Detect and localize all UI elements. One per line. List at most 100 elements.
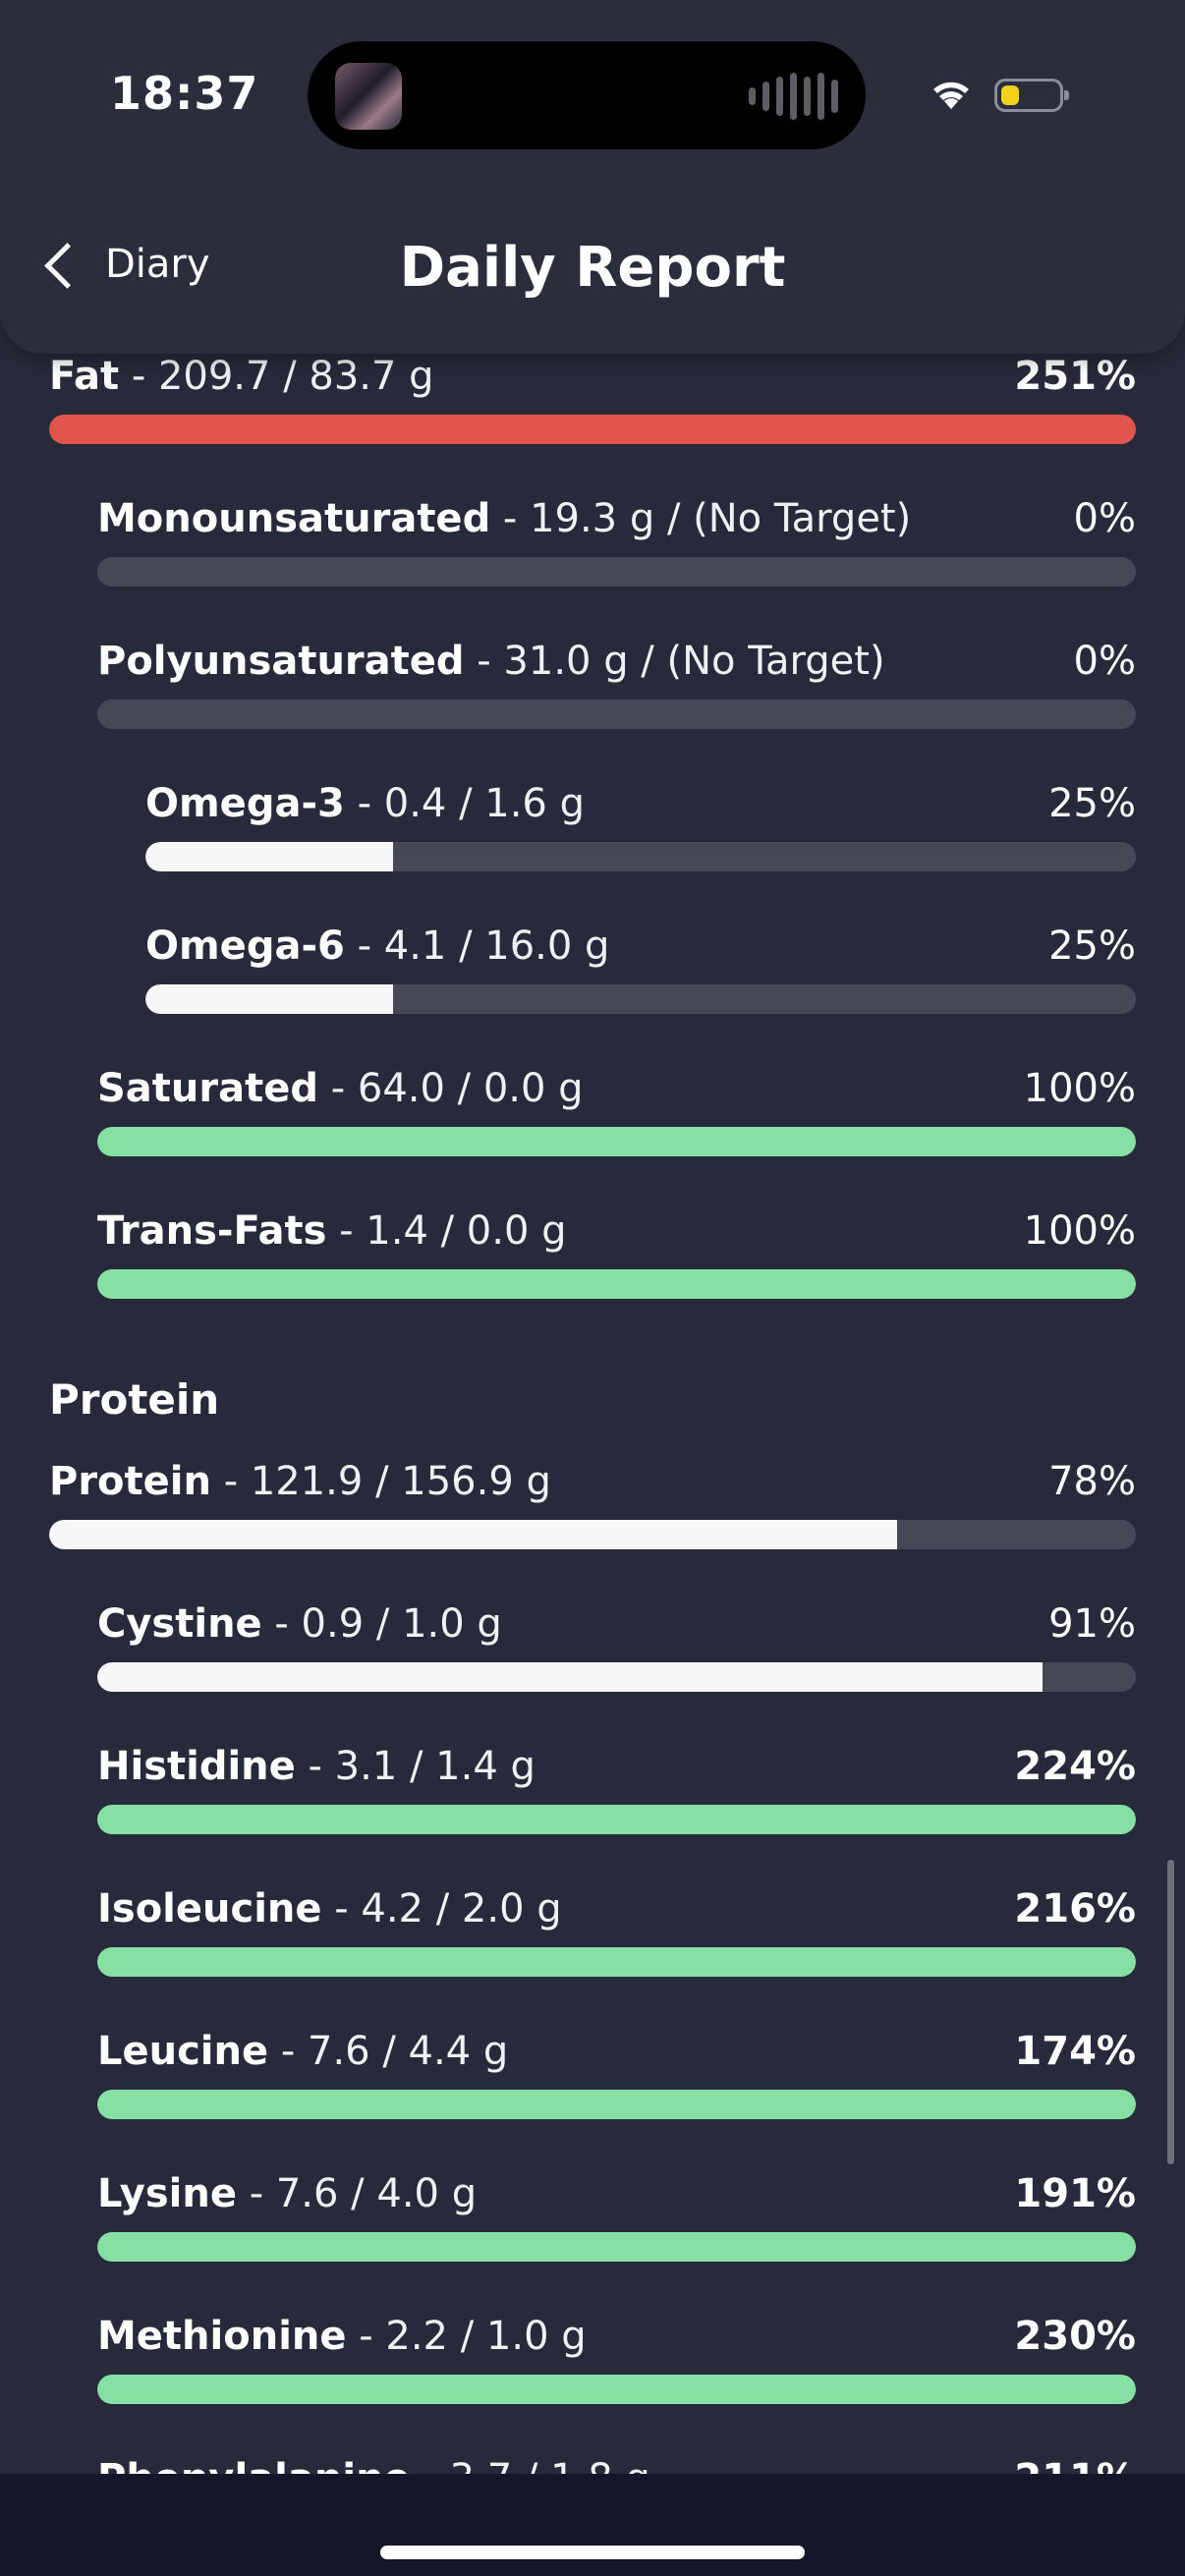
nutrient-row-isoleucine[interactable]: Isoleucine - 4.2 / 2.0 g 216% bbox=[97, 1886, 1136, 1977]
progress-fill bbox=[145, 984, 393, 1014]
progress-fill bbox=[97, 1662, 1043, 1692]
nutrient-detail: - 64.0 / 0.0 g bbox=[330, 1066, 584, 1111]
progress-fill bbox=[97, 1127, 1136, 1156]
vertical-scrollbar[interactable] bbox=[1167, 1860, 1174, 2164]
status-bar: 18:37 bbox=[0, 0, 1185, 187]
progress-track bbox=[49, 415, 1136, 444]
nutrient-detail: - 4.2 / 2.0 g bbox=[334, 1886, 562, 1932]
nutrient-row-cystine[interactable]: Cystine - 0.9 / 1.0 g 91% bbox=[97, 1601, 1136, 1692]
nutrient-detail: - 7.6 / 4.0 g bbox=[249, 2171, 478, 2216]
nutrient-percent: 191% bbox=[1014, 2171, 1136, 2216]
nutrient-row-polyunsaturated[interactable]: Polyunsaturated - 31.0 g / (No Target) 0… bbox=[97, 639, 1136, 729]
dynamic-island bbox=[308, 41, 866, 149]
nutrient-detail: - 4.1 / 16.0 g bbox=[357, 924, 610, 969]
nutrient-detail: - 121.9 / 156.9 g bbox=[223, 1459, 551, 1504]
progress-fill bbox=[97, 1805, 1136, 1834]
nutrient-name: Histidine bbox=[97, 1744, 296, 1789]
nutrient-percent: 100% bbox=[1023, 1066, 1136, 1111]
nutrient-percent: 251% bbox=[1014, 354, 1136, 399]
nutrient-row-omega-6[interactable]: Omega-6 - 4.1 / 16.0 g 25% bbox=[145, 924, 1136, 1014]
nutrient-percent: 25% bbox=[1048, 924, 1136, 969]
progress-track bbox=[97, 2090, 1136, 2119]
nutrient-name: Monounsaturated bbox=[97, 496, 491, 541]
nutrient-detail: - 0.9 / 1.0 g bbox=[274, 1601, 502, 1647]
progress-fill bbox=[49, 415, 1136, 444]
status-time: 18:37 bbox=[110, 67, 259, 120]
nutrient-name: Lysine bbox=[97, 2171, 237, 2216]
progress-fill bbox=[97, 2232, 1136, 2262]
back-label: Diary bbox=[105, 242, 210, 287]
report-content[interactable]: Fat - 209.7 / 83.7 g 251% Monounsaturate… bbox=[0, 354, 1185, 2474]
section-title-protein: Protein bbox=[49, 1375, 220, 1424]
progress-fill bbox=[97, 1269, 1136, 1299]
navigation-header: 18:37 Diary Daily Report bbox=[0, 0, 1185, 354]
nutrient-detail: - 1.4 / 0.0 g bbox=[339, 1208, 567, 1254]
progress-track bbox=[145, 984, 1136, 1014]
nutrient-percent: 211% bbox=[1014, 2456, 1136, 2474]
nutrient-row-trans-fats[interactable]: Trans-Fats - 1.4 / 0.0 g 100% bbox=[97, 1208, 1136, 1299]
nutrient-percent: 78% bbox=[1048, 1459, 1136, 1504]
nutrient-detail: - 2.2 / 1.0 g bbox=[359, 2314, 587, 2359]
page-title: Daily Report bbox=[399, 236, 786, 300]
progress-track bbox=[97, 1269, 1136, 1299]
progress-track bbox=[97, 557, 1136, 587]
now-playing-artwork bbox=[335, 63, 402, 130]
nutrient-percent: 174% bbox=[1014, 2029, 1136, 2074]
nutrient-name: Leucine bbox=[97, 2029, 269, 2074]
back-button[interactable]: Diary bbox=[44, 242, 210, 289]
nutrient-name: Polyunsaturated bbox=[97, 639, 465, 684]
nutrient-percent: 0% bbox=[1073, 639, 1136, 684]
progress-track bbox=[97, 1127, 1136, 1156]
nutrient-percent: 0% bbox=[1073, 496, 1136, 541]
nutrient-row-protein[interactable]: Protein - 121.9 / 156.9 g 78% bbox=[49, 1459, 1136, 1549]
nutrient-detail: - 19.3 g / (No Target) bbox=[502, 496, 912, 541]
home-indicator-area bbox=[0, 2474, 1185, 2576]
wifi-icon bbox=[933, 82, 969, 109]
progress-track bbox=[97, 1662, 1136, 1692]
nutrient-detail: - 209.7 / 83.7 g bbox=[131, 354, 434, 399]
progress-track bbox=[49, 1520, 1136, 1549]
progress-track bbox=[145, 842, 1136, 871]
progress-fill bbox=[97, 2090, 1136, 2119]
nutrient-percent: 91% bbox=[1048, 1601, 1136, 1647]
nutrient-row-methionine[interactable]: Methionine - 2.2 / 1.0 g 230% bbox=[97, 2314, 1136, 2404]
nutrient-detail: - 31.0 g / (No Target) bbox=[477, 639, 885, 684]
nutrient-name: Methionine bbox=[97, 2314, 347, 2359]
nutrient-name: Saturated bbox=[97, 1066, 318, 1111]
nutrient-percent: 25% bbox=[1048, 781, 1136, 826]
nutrient-name: Omega-3 bbox=[145, 781, 345, 826]
progress-track bbox=[97, 1805, 1136, 1834]
nutrient-name: Fat bbox=[49, 354, 120, 399]
nutrient-percent: 224% bbox=[1014, 1744, 1136, 1789]
nutrient-name: Omega-6 bbox=[145, 924, 345, 969]
nutrient-row-omega-3[interactable]: Omega-3 - 0.4 / 1.6 g 25% bbox=[145, 781, 1136, 871]
home-indicator[interactable] bbox=[380, 2546, 805, 2559]
nutrient-name: Phenylalanine bbox=[97, 2456, 411, 2474]
nutrient-detail: - 3.1 / 1.4 g bbox=[308, 1744, 536, 1789]
nutrient-percent: 216% bbox=[1014, 1886, 1136, 1932]
progress-track bbox=[97, 1947, 1136, 1977]
progress-track bbox=[97, 700, 1136, 729]
nutrient-name: Trans-Fats bbox=[97, 1208, 327, 1254]
nutrient-row-monounsaturated[interactable]: Monounsaturated - 19.3 g / (No Target) 0… bbox=[97, 496, 1136, 587]
nutrient-detail: - 3.7 / 1.8 g bbox=[423, 2456, 649, 2474]
progress-fill bbox=[145, 842, 393, 871]
nutrient-percent: 100% bbox=[1023, 1208, 1136, 1254]
audio-waveform-icon bbox=[749, 73, 838, 120]
nutrient-row-phenylalanine[interactable]: Phenylalanine - 3.7 / 1.8 g 211% bbox=[97, 2456, 1136, 2474]
nutrient-row-fat[interactable]: Fat - 209.7 / 83.7 g 251% bbox=[49, 354, 1136, 444]
nutrient-detail: - 0.4 / 1.6 g bbox=[357, 781, 585, 826]
nutrient-name: Isoleucine bbox=[97, 1886, 322, 1932]
progress-fill bbox=[49, 1520, 897, 1549]
progress-track bbox=[97, 2232, 1136, 2262]
nutrient-row-lysine[interactable]: Lysine - 7.6 / 4.0 g 191% bbox=[97, 2171, 1136, 2262]
battery-icon bbox=[994, 79, 1069, 112]
nutrient-row-histidine[interactable]: Histidine - 3.1 / 1.4 g 224% bbox=[97, 1744, 1136, 1834]
progress-fill bbox=[97, 2375, 1136, 2404]
progress-track bbox=[97, 2375, 1136, 2404]
nutrient-name: Protein bbox=[49, 1459, 211, 1504]
progress-fill bbox=[97, 1947, 1136, 1977]
nutrient-row-saturated[interactable]: Saturated - 64.0 / 0.0 g 100% bbox=[97, 1066, 1136, 1156]
nutrient-percent: 230% bbox=[1014, 2314, 1136, 2359]
nutrient-row-leucine[interactable]: Leucine - 7.6 / 4.4 g 174% bbox=[97, 2029, 1136, 2119]
